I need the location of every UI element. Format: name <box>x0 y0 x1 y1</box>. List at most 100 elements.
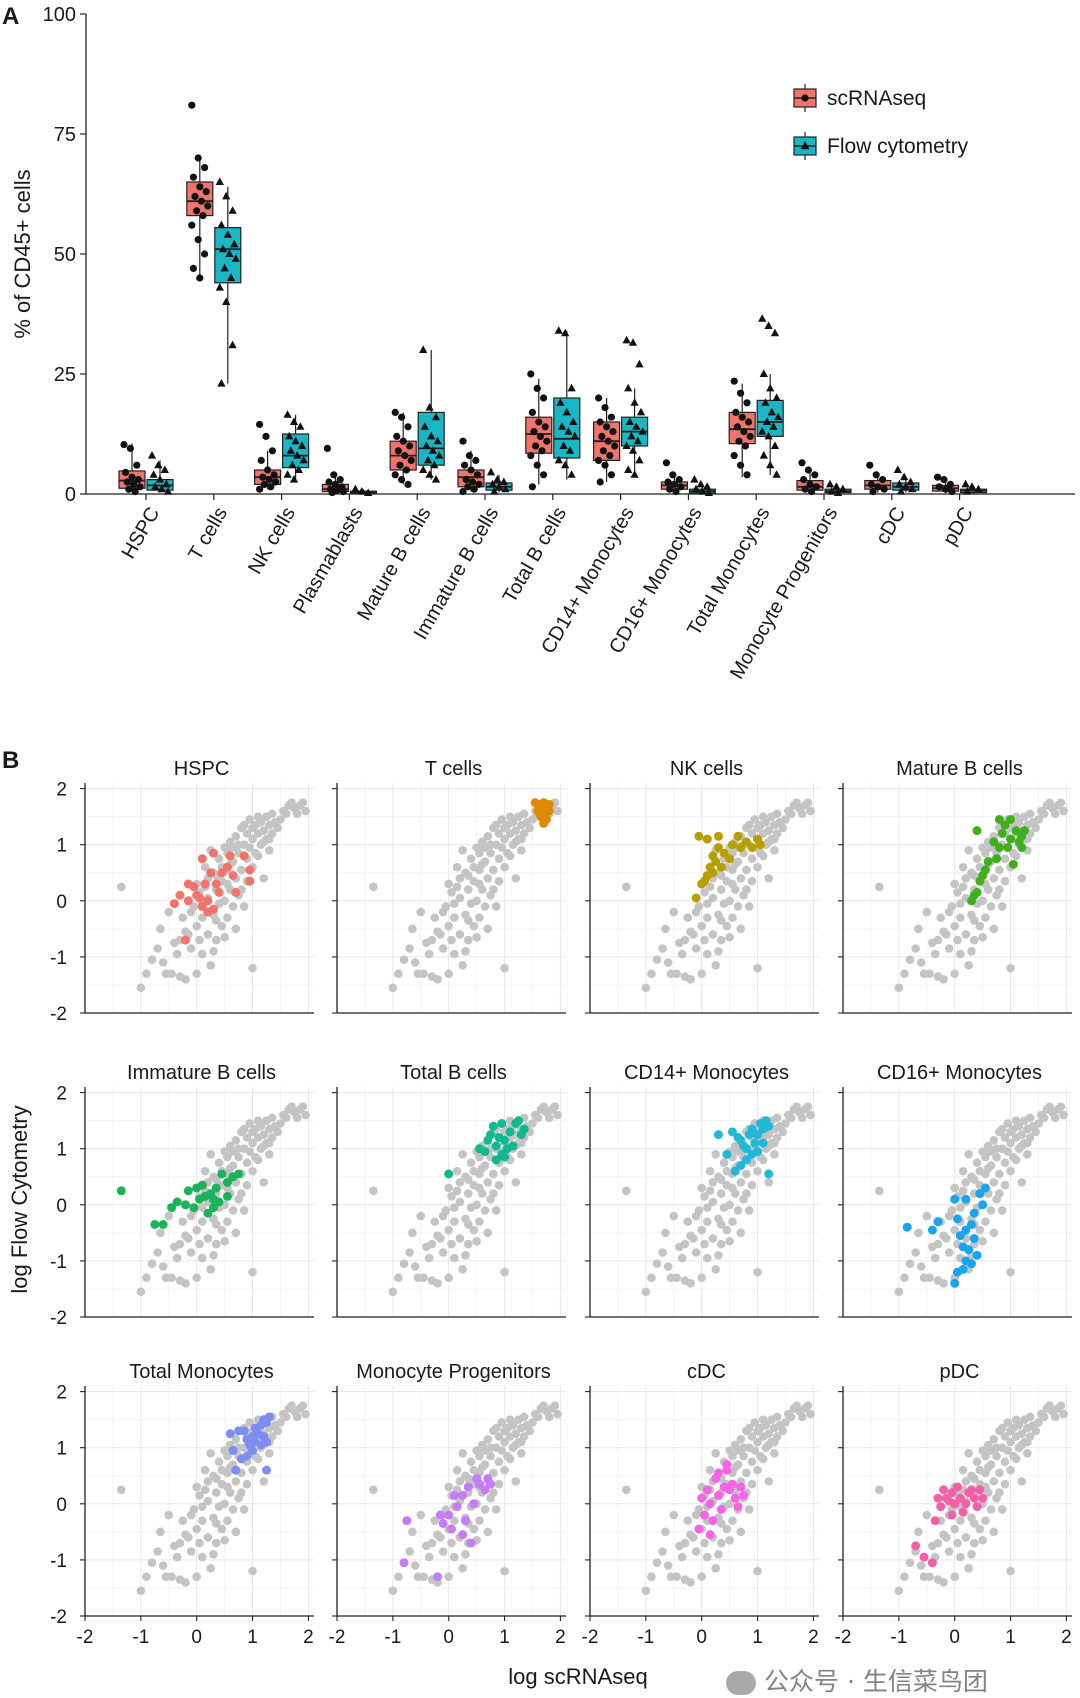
background-point <box>463 871 473 880</box>
background-point <box>265 1138 274 1148</box>
background-point <box>136 1287 146 1297</box>
highlight-point <box>203 907 213 917</box>
highlight-point <box>994 843 1004 853</box>
data-point-circle <box>732 408 740 416</box>
background-point <box>1017 1429 1027 1438</box>
background-point <box>975 921 985 931</box>
background-point <box>1006 1267 1015 1277</box>
data-point-circle <box>540 471 548 479</box>
background-point <box>806 1409 815 1419</box>
background-point <box>728 1516 737 1525</box>
background-point <box>419 969 428 979</box>
background-point <box>181 975 190 984</box>
highlight-point <box>1006 814 1016 824</box>
highlight-point <box>1011 826 1021 836</box>
background-point <box>489 1189 498 1198</box>
background-point <box>691 1211 701 1221</box>
background-point <box>248 1465 257 1475</box>
background-point <box>211 1488 221 1497</box>
box-flow-cytometry-monocyte-progenitors <box>824 479 852 497</box>
data-point-circle <box>595 456 603 464</box>
background-point <box>969 1538 979 1548</box>
background-point <box>747 1479 757 1489</box>
background-point <box>1025 1412 1035 1422</box>
data-point-circle <box>189 173 197 181</box>
data-point-circle <box>804 466 813 474</box>
background-point <box>223 1516 232 1525</box>
background-point <box>997 1505 1007 1514</box>
background-point <box>683 913 693 922</box>
highlight-point <box>211 879 221 889</box>
data-point-triangle <box>423 455 433 464</box>
data-point-triangle <box>556 398 565 406</box>
background-point <box>781 815 790 824</box>
background-point <box>981 1516 990 1525</box>
background-point <box>408 924 417 934</box>
highlight-point <box>961 1499 971 1509</box>
background-point <box>186 1211 196 1221</box>
background-point <box>200 862 210 872</box>
background-point <box>203 1533 213 1542</box>
data-point-triangle <box>633 436 642 445</box>
background-point <box>981 848 990 858</box>
background-point <box>239 902 249 911</box>
background-point <box>186 1510 196 1520</box>
highlight-point <box>697 879 707 889</box>
background-point <box>528 815 537 824</box>
background-point <box>424 949 434 959</box>
data-point-triangle <box>624 383 633 392</box>
data-point-circle <box>268 447 276 455</box>
background-point <box>744 902 754 911</box>
data-point-circle <box>131 488 139 496</box>
background-point <box>117 882 126 892</box>
background-point <box>220 1236 229 1246</box>
data-point-circle <box>946 480 955 488</box>
data-point-circle <box>601 404 609 412</box>
highlight-point <box>183 879 193 889</box>
background-point <box>1039 1412 1049 1422</box>
data-point-circle <box>940 476 948 484</box>
background-point <box>452 1186 462 1196</box>
background-point <box>975 1225 985 1235</box>
background-point <box>750 815 760 824</box>
data-point-circle <box>528 483 537 491</box>
highlight-point <box>514 1116 524 1126</box>
background-point <box>517 1437 526 1447</box>
background-point <box>511 874 521 883</box>
data-point-triangle <box>630 470 639 478</box>
background-point <box>700 1192 709 1201</box>
background-point <box>997 1423 1007 1433</box>
data-point-circle <box>331 480 339 488</box>
background-point <box>452 1465 462 1475</box>
panel-b-label: B <box>2 747 19 774</box>
background-point <box>475 848 484 858</box>
background-point <box>1017 874 1027 883</box>
data-point-triangle <box>163 487 173 495</box>
highlight-point <box>741 1144 751 1154</box>
facet-x-tick-label: 1 <box>752 1627 763 1648</box>
data-point-triangle <box>293 451 302 459</box>
background-point <box>497 843 507 852</box>
highlight-point <box>964 1245 974 1255</box>
data-point-triangle <box>297 441 307 449</box>
background-point <box>747 829 757 838</box>
data-point-circle <box>399 437 407 445</box>
scatter-facet-grid: -2 -1 0 1 2 HSPC T cells NK cells Mature B cells… <box>7 758 1072 1689</box>
background-point <box>231 1434 241 1444</box>
background-point <box>753 963 762 973</box>
background-point <box>410 1561 420 1570</box>
background-point <box>702 899 712 908</box>
data-point-triangle <box>557 422 567 430</box>
background-point <box>298 798 308 807</box>
background-point <box>500 823 509 833</box>
data-point-triangle <box>900 472 909 481</box>
data-point-circle <box>125 485 133 493</box>
highlight-point <box>722 1460 732 1470</box>
background-point <box>525 1426 534 1436</box>
background-point <box>711 961 720 970</box>
highlight-point <box>192 1183 202 1193</box>
highlight-point <box>1008 859 1018 869</box>
facet-title: Monocyte Progenitors <box>356 1361 551 1383</box>
data-point-circle <box>328 488 336 497</box>
background-point <box>517 846 526 855</box>
